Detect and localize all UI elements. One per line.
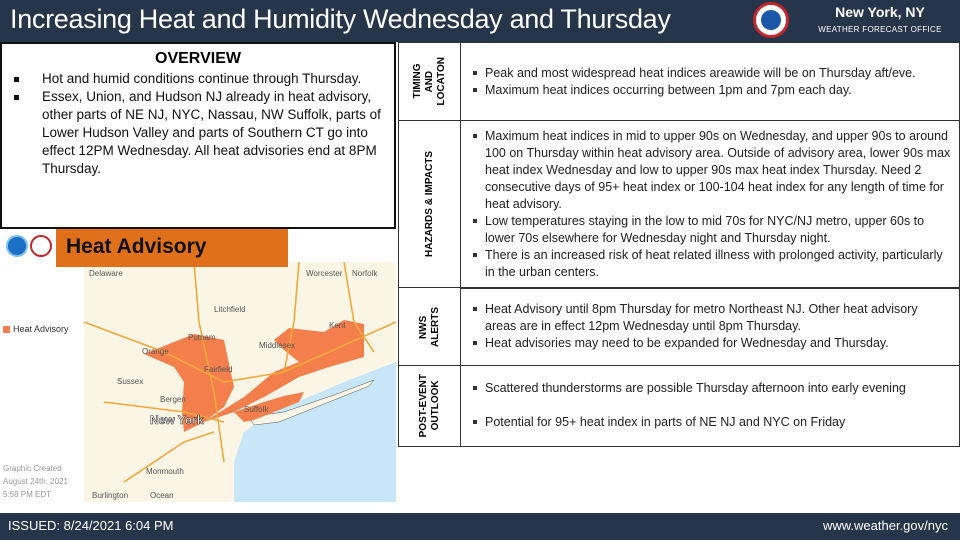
table-bullet: Heat advisories may need to be expanded … (473, 335, 951, 352)
website-link[interactable]: www.weather.gov/nyc (822, 518, 948, 533)
map-label: Burlington (92, 491, 128, 500)
map-label: Ocean (150, 491, 174, 500)
table-bullet: There is an increased risk of heat relat… (473, 247, 951, 281)
row-label: POST-EVENT OUTLOOK (417, 373, 441, 438)
map-label: Delaware (89, 269, 123, 278)
map-label: Putnam (188, 333, 216, 342)
table-bullet: Maximum heat indices occurring between 1… (473, 82, 916, 99)
created-line: Graphic Created (3, 464, 62, 473)
table-bullet: Scattered thunderstorms are possible Thu… (473, 380, 906, 397)
created-line: 5:58 PM EDT (3, 490, 52, 499)
table-row-timing: TIMING AND LOCATON Peak and most widesprea… (398, 42, 960, 121)
noaa-logo-icon (6, 235, 28, 257)
row-label: TIMING AND LOCATON (411, 57, 447, 106)
map-label: Norfolk (352, 269, 378, 278)
table-bullet: Peak and most widespread heat indices ar… (473, 65, 916, 82)
overview-bullet: Hot and humid conditions continue throug… (10, 70, 386, 88)
office-subtitle: WEATHER FORECAST OFFICE (818, 25, 942, 34)
created-line: August 24th, 2021 (3, 477, 68, 486)
map-label: Sussex (117, 377, 143, 386)
map-label-new-york: New York (150, 413, 204, 427)
table-bullet: Maximum heat indices in mid to upper 90s… (473, 128, 951, 213)
table-bullet: Low temperatures staying in the low to m… (473, 213, 951, 247)
advisory-area-li (234, 392, 304, 422)
table-row-outlook: POST-EVENT OUTLOOK Scattered thunderstorm… (398, 364, 960, 447)
heat-advisory-banner: Heat Advisory (56, 229, 288, 267)
advisory-map: Delaware Litchfield Worcester Norfolk Ke… (84, 262, 396, 502)
table-row-alerts: NWS ALERTS Heat Advisory until 8pm Thursd… (398, 287, 960, 366)
map-label: Orange (142, 347, 169, 356)
map-label: Worcester (306, 269, 343, 278)
row-label: HAZARDS & IMPACTS (423, 151, 435, 257)
table-row-hazards: HAZARDS & IMPACTS Maximum heat indices i… (398, 119, 960, 289)
row-label: NWS ALERTS (417, 306, 441, 347)
overview-bullet: Essex, Union, and Hudson NJ already in h… (10, 88, 386, 178)
office-city: New York, NY (835, 4, 925, 20)
graphic-created: Graphic Created August 24th, 2021 5:58 P… (3, 462, 68, 501)
overview-heading: OVERVIEW (155, 50, 241, 67)
office-block: New York, NY WEATHER FORECAST OFFICE (800, 4, 960, 34)
advisory-area-nj-ny (144, 334, 234, 432)
map-label: Bergen (160, 395, 186, 404)
issued-time: ISSUED: 8/24/2021 6:04 PM (8, 518, 174, 533)
map-label: Middlesex (259, 341, 295, 350)
left-column: OVERVIEW Hot and humid conditions contin… (0, 42, 396, 513)
map-label: Suffolk (244, 405, 269, 414)
nws-logo-icon (30, 235, 52, 257)
page-title: Increasing Heat and Humidity Wednesday a… (10, 4, 671, 34)
table-bullet: Potential for 95+ heat index in parts of… (473, 414, 906, 431)
map-label: Litchfield (214, 305, 246, 314)
map-label: Fairfield (204, 365, 232, 374)
ocean (234, 362, 396, 502)
footer: ISSUED: 8/24/2021 6:04 PM www.weather.go… (0, 513, 960, 540)
nws-logo-icon (753, 2, 789, 38)
map-label: Kent (329, 321, 346, 330)
map-panel: Heat Advisory Heat Advisory Graphic Crea… (0, 229, 396, 513)
map-label: Monmouth (146, 467, 184, 476)
info-table: TIMING AND LOCATON Peak and most widesprea… (398, 42, 960, 447)
header: Increasing Heat and Humidity Wednesday a… (0, 0, 960, 42)
legend-label: Heat Advisory (13, 324, 69, 334)
long-island (248, 379, 375, 426)
overview-panel: OVERVIEW Hot and humid conditions contin… (0, 42, 396, 229)
table-bullet: Heat Advisory until 8pm Thursday for met… (473, 301, 951, 335)
legend-swatch (3, 325, 10, 333)
map-legend: Heat Advisory (3, 324, 69, 334)
